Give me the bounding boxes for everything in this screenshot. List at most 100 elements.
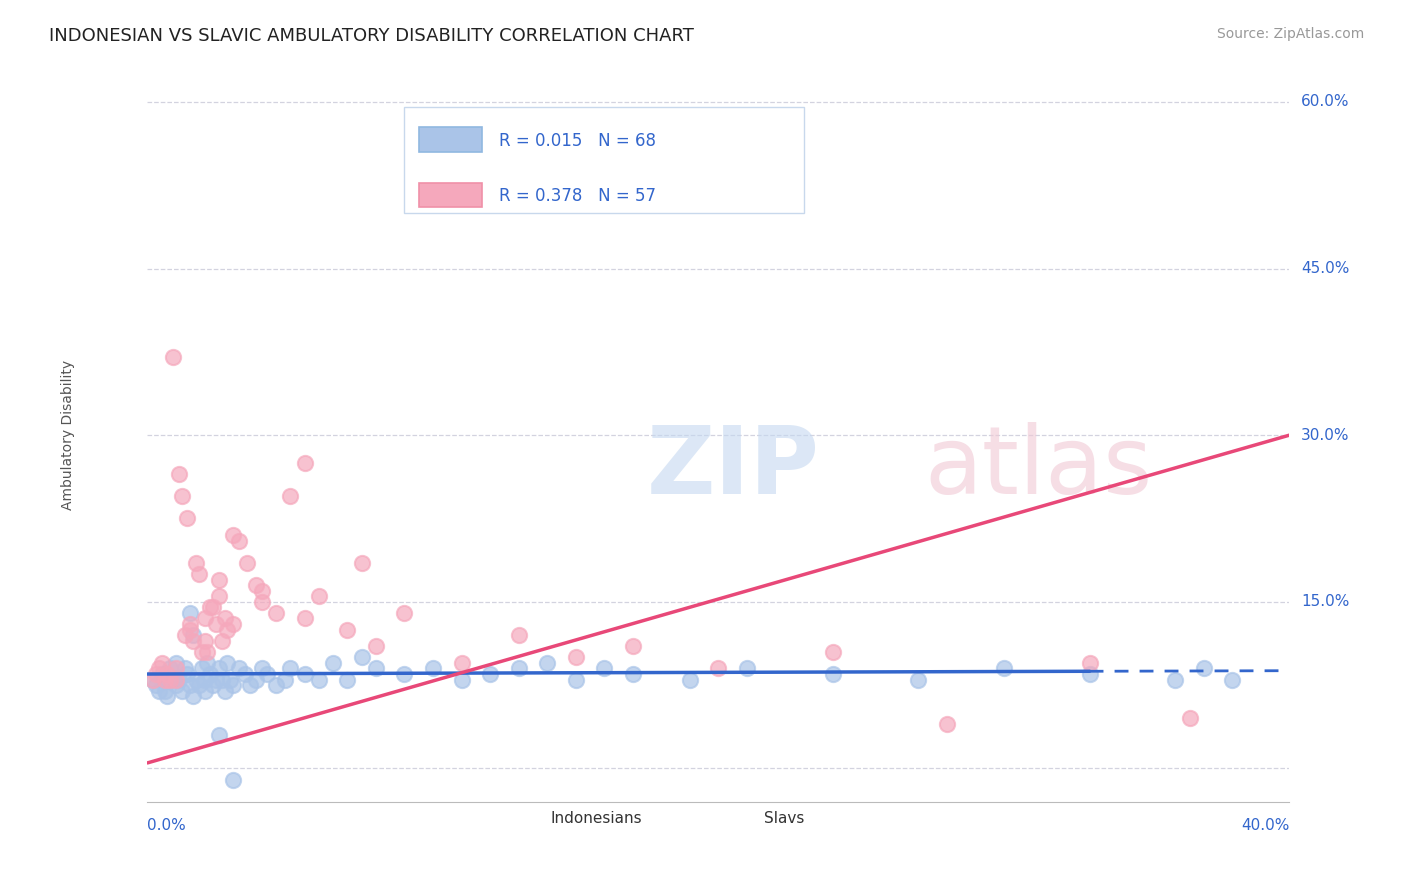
Point — [159, 673, 181, 687]
Point — [176, 667, 198, 681]
Point — [202, 678, 225, 692]
Point — [173, 628, 195, 642]
Point — [294, 667, 316, 681]
Point — [479, 667, 502, 681]
Point — [250, 595, 273, 609]
Point — [239, 678, 262, 692]
Point — [422, 661, 444, 675]
Point — [200, 667, 222, 681]
Point — [162, 351, 184, 365]
Point — [222, 617, 245, 632]
Point — [208, 661, 231, 675]
Point — [145, 667, 167, 681]
Point — [1164, 673, 1187, 687]
Point — [219, 673, 242, 687]
Point — [536, 656, 558, 670]
Text: 30.0%: 30.0% — [1301, 427, 1350, 442]
Point — [211, 673, 233, 687]
Text: Indonesians: Indonesians — [550, 811, 641, 826]
Point — [170, 489, 193, 503]
Point — [294, 456, 316, 470]
Point — [190, 661, 212, 675]
Text: atlas: atlas — [924, 423, 1153, 515]
Point — [1220, 673, 1243, 687]
Point — [167, 673, 190, 687]
Point — [159, 661, 181, 675]
Point — [162, 673, 184, 687]
Text: ZIP: ZIP — [647, 423, 820, 515]
Point — [179, 623, 201, 637]
Point — [308, 673, 330, 687]
Point — [197, 656, 219, 670]
Point — [907, 673, 929, 687]
Point — [256, 667, 278, 681]
Point — [1192, 661, 1215, 675]
Bar — [419, 183, 481, 208]
Point — [187, 678, 209, 692]
Text: 60.0%: 60.0% — [1301, 95, 1350, 110]
Point — [222, 678, 245, 692]
Point — [350, 650, 373, 665]
Point — [187, 567, 209, 582]
Point — [422, 117, 444, 131]
Point — [236, 556, 259, 570]
FancyBboxPatch shape — [405, 107, 804, 213]
Point — [153, 683, 176, 698]
Point — [250, 583, 273, 598]
Point — [165, 661, 187, 675]
Text: Source: ZipAtlas.com: Source: ZipAtlas.com — [1216, 27, 1364, 41]
Point — [564, 673, 586, 687]
Point — [165, 678, 187, 692]
Point — [142, 673, 165, 687]
Point — [450, 656, 472, 670]
Point — [184, 673, 207, 687]
Point — [1078, 656, 1101, 670]
Point — [197, 645, 219, 659]
Point — [621, 667, 644, 681]
Text: Ambulatory Disability: Ambulatory Disability — [60, 360, 75, 510]
Point — [173, 661, 195, 675]
Point — [364, 639, 387, 653]
Point — [217, 623, 239, 637]
Point — [394, 667, 416, 681]
Point — [211, 633, 233, 648]
Point — [148, 683, 170, 698]
Text: R = 0.015   N = 68: R = 0.015 N = 68 — [499, 132, 655, 150]
Text: Slavs: Slavs — [763, 811, 804, 826]
Point — [821, 645, 844, 659]
Point — [205, 673, 228, 687]
Point — [294, 611, 316, 625]
Text: 15.0%: 15.0% — [1301, 594, 1350, 609]
Point — [935, 717, 957, 731]
Point — [156, 667, 179, 681]
Point — [336, 623, 359, 637]
Point — [508, 661, 530, 675]
Point — [176, 511, 198, 525]
Point — [179, 606, 201, 620]
Point — [735, 661, 758, 675]
Point — [181, 690, 204, 704]
Point — [194, 673, 217, 687]
Point — [181, 633, 204, 648]
Point — [593, 661, 616, 675]
Point — [278, 661, 301, 675]
Point — [156, 690, 179, 704]
Point — [336, 673, 359, 687]
Point — [394, 606, 416, 620]
Text: 40.0%: 40.0% — [1241, 819, 1289, 833]
Point — [264, 606, 287, 620]
Point — [228, 533, 250, 548]
Point — [621, 639, 644, 653]
Point — [167, 467, 190, 481]
Point — [245, 578, 267, 592]
Point — [264, 678, 287, 692]
Point — [148, 661, 170, 675]
Bar — [718, 811, 752, 828]
Point — [142, 673, 165, 687]
Point — [145, 678, 167, 692]
Point — [450, 673, 472, 687]
Point — [194, 633, 217, 648]
Point — [179, 678, 201, 692]
Point — [150, 656, 173, 670]
Text: 0.0%: 0.0% — [148, 819, 186, 833]
